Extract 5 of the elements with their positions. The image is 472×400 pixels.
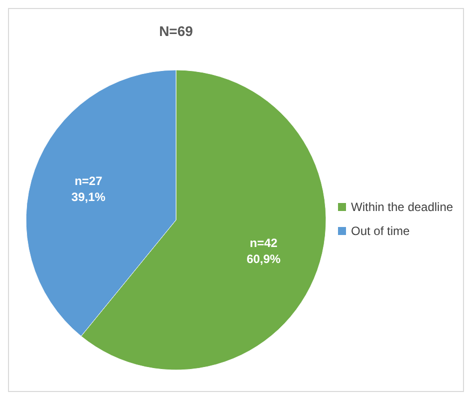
- data-label: n=27 39,1%: [71, 174, 106, 204]
- legend-label: Within the deadline: [351, 200, 454, 214]
- chart-title: N=69: [159, 23, 194, 39]
- data-label: n=42 60,9%: [246, 236, 281, 266]
- legend-label: Out of time: [351, 224, 410, 238]
